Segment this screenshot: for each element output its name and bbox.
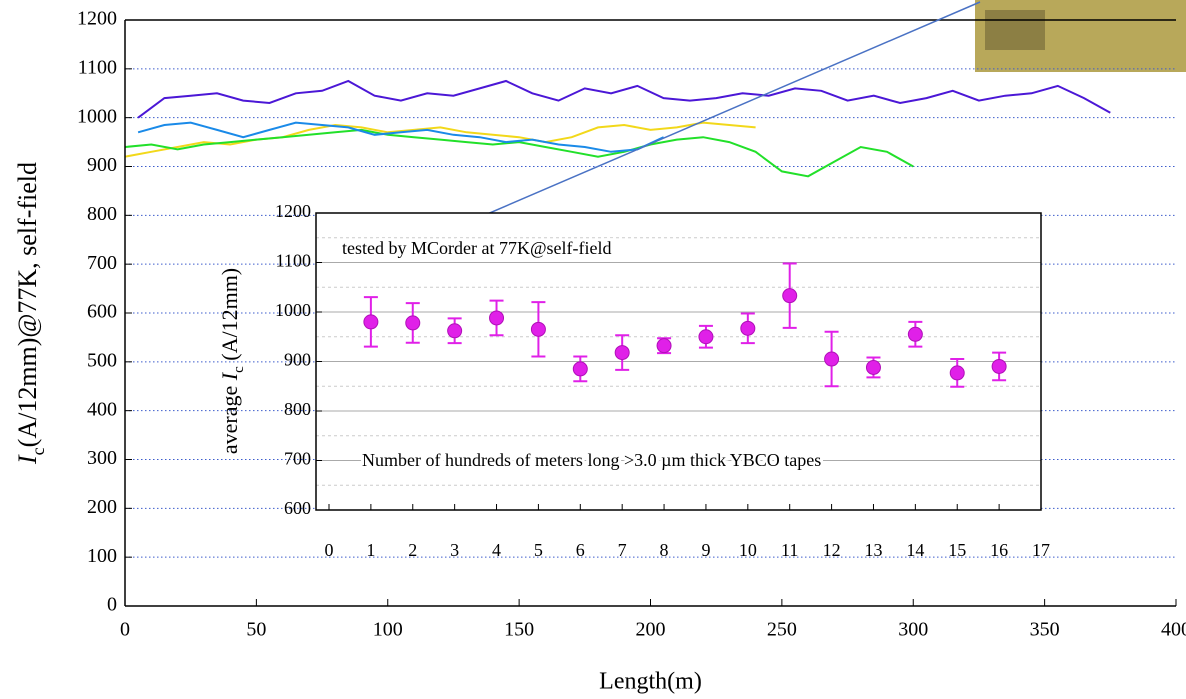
- data-point: [447, 323, 463, 339]
- y-tick-label: 1200: [77, 8, 117, 30]
- annotation: tested by MCorder at 77K@self-field: [342, 238, 612, 258]
- x-tick-label: 9: [701, 540, 710, 560]
- data-point: [572, 361, 588, 377]
- data-point: [824, 351, 840, 367]
- x-tick-label: 8: [660, 540, 669, 560]
- annotation: Number of hundreds of meters long >3.0 µ…: [362, 450, 821, 470]
- y-axis-label-part: c: [28, 447, 48, 455]
- y-tick-label: 700: [284, 449, 311, 469]
- x-tick-label: 150: [504, 619, 534, 641]
- x-tick-label: 100: [373, 619, 403, 641]
- x-tick-label: 0: [120, 619, 130, 641]
- series-line: [137, 79, 1111, 119]
- y-tick-label: 300: [87, 447, 117, 469]
- data-point: [489, 310, 505, 326]
- x-tick-label: 16: [990, 540, 1008, 560]
- x-tick-label: 4: [492, 540, 501, 560]
- series-line: [124, 128, 914, 178]
- series-line: [124, 121, 756, 158]
- y-tick-label: 500: [87, 349, 117, 371]
- y-tick-label: 1100: [78, 56, 117, 78]
- y-axis-label-part: average: [217, 380, 242, 454]
- y-axis-label-part: I: [217, 371, 242, 381]
- x-tick-label: 0: [325, 540, 334, 560]
- x-tick-label: 7: [618, 540, 627, 560]
- data-point: [865, 359, 881, 375]
- data-point: [991, 358, 1007, 374]
- x-tick-label: 17: [1032, 540, 1050, 560]
- x-tick-label: 12: [823, 540, 841, 560]
- y-axis-label-part: c: [231, 366, 247, 373]
- x-tick-label: 200: [636, 619, 666, 641]
- y-tick-label: 1100: [276, 251, 311, 271]
- y-tick-label: 200: [87, 496, 117, 518]
- x-tick-label: 10: [739, 540, 757, 560]
- y-axis-label-part: I: [13, 454, 42, 465]
- y-tick-label: 900: [87, 154, 117, 176]
- pointer-line: [477, 1, 981, 219]
- x-tick-label: 14: [906, 540, 924, 560]
- y-tick-label: 800: [284, 399, 311, 419]
- y-tick-label: 900: [284, 350, 311, 370]
- x-tick-label: 6: [576, 540, 585, 560]
- x-tick-label: 13: [864, 540, 882, 560]
- x-tick-label: 11: [781, 540, 798, 560]
- data-point: [698, 329, 714, 345]
- y-tick-label: 1200: [275, 201, 311, 221]
- y-axis-label-part: (A/12mm): [217, 268, 242, 366]
- x-tick-label: 2: [408, 540, 417, 560]
- data-point: [405, 315, 421, 331]
- y-tick-label: 400: [87, 398, 117, 420]
- data-point: [907, 326, 923, 342]
- series-line: [137, 121, 665, 153]
- y-tick-label: 1000: [77, 105, 117, 127]
- y-axis-label: Ic(A/12mm)@77K, self-field: [13, 162, 48, 465]
- y-tick-label: 600: [284, 498, 311, 518]
- x-axis-label: Length(m): [599, 669, 702, 695]
- x-tick-label: 350: [1030, 619, 1060, 641]
- x-tick-label: 50: [246, 619, 266, 641]
- x-tick-label: 1: [366, 540, 375, 560]
- y-tick-label: 1000: [275, 300, 311, 320]
- y-axis-label-part: (A/12mm)@77K, self-field: [13, 162, 42, 447]
- x-tick-label: 3: [450, 540, 459, 560]
- photo-detail: [985, 10, 1045, 50]
- y-tick-label: 800: [87, 203, 117, 225]
- x-tick-label: 400: [1161, 619, 1186, 641]
- y-axis-label: average Ic (A/12mm): [217, 268, 247, 454]
- data-point: [740, 320, 756, 336]
- data-point: [530, 321, 546, 337]
- y-tick-label: 700: [87, 252, 117, 274]
- x-tick-label: 300: [898, 619, 928, 641]
- data-point: [782, 288, 798, 304]
- data-point: [363, 314, 379, 330]
- x-tick-label: 15: [948, 540, 966, 560]
- inset-frame: [315, 212, 1042, 511]
- x-tick-label: 5: [534, 540, 543, 560]
- data-point: [949, 365, 965, 381]
- y-tick-label: 0: [107, 594, 117, 616]
- x-tick-label: 250: [767, 619, 797, 641]
- data-point: [656, 338, 672, 354]
- y-tick-label: 600: [87, 301, 117, 323]
- y-tick-label: 100: [87, 545, 117, 567]
- data-point: [614, 345, 630, 361]
